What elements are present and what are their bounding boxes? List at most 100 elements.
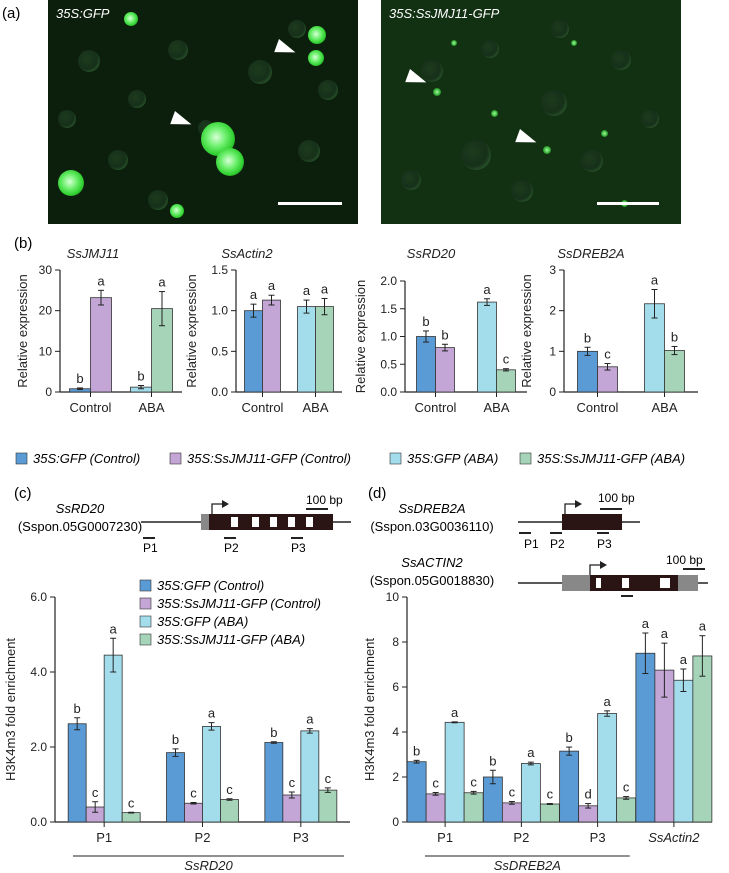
- significance-letter: b: [422, 314, 429, 329]
- tss-arrow-icon: [211, 503, 224, 514]
- x-tick-label: ABA: [483, 400, 509, 415]
- significance-letter: a: [250, 287, 258, 302]
- y-tick-label: 10: [39, 344, 53, 358]
- significance-letter: a: [208, 706, 216, 721]
- primer-label: P3: [597, 537, 612, 551]
- legend-swatch: [139, 615, 152, 628]
- legend-swatch: [389, 452, 402, 465]
- chart-ssrd20: 0.0 0.5 1.0 1.5 2.0 Relative expression SsRD20…: [353, 246, 527, 415]
- intron-box: [231, 517, 238, 527]
- scale-label: 100 bp: [666, 553, 703, 567]
- cell: [551, 20, 569, 38]
- legend-swatch: [15, 452, 28, 465]
- bar: [67, 723, 87, 823]
- tss-arrowhead-icon: [600, 561, 607, 569]
- y-tick-label: 1.0: [211, 304, 228, 318]
- scale-bar: [278, 202, 342, 205]
- significance-letter: b: [489, 753, 496, 768]
- significance-letter: a: [483, 282, 491, 297]
- legend-label: 35S:GFP (Control): [157, 578, 264, 593]
- chart-chip-ssrd20: 0.0 2.0 4.0 6.0 H3K4m3 fold enrichment P1 b c a c…: [3, 590, 350, 873]
- cell: [298, 140, 320, 162]
- y-tick-label: 0.5: [380, 357, 397, 371]
- significance-letter: a: [699, 619, 707, 634]
- cell: [481, 40, 499, 58]
- significance-letter: a: [268, 278, 276, 293]
- y-tick-label: 6.0: [30, 590, 47, 604]
- significance-letter: a: [110, 621, 118, 636]
- significance-letter: c: [604, 347, 611, 362]
- legend-b: 35S:GFP (Control) 35S:SsJMJ11-GFP (Contr…: [15, 451, 685, 466]
- significance-letter: b: [413, 743, 420, 758]
- x-tick-label: P3: [293, 830, 309, 845]
- x-tick-label: P1: [437, 830, 453, 845]
- gene-name: SsRD20: [56, 501, 105, 516]
- intron-box: [288, 517, 295, 527]
- bar: [664, 350, 685, 393]
- significance-letter: d: [585, 787, 592, 802]
- x-tick-label: Control: [70, 400, 112, 415]
- bar: [416, 336, 436, 393]
- gfp-cell: [170, 204, 184, 218]
- micrograph-label: 35S:SsJMJ11-GFP: [389, 6, 500, 21]
- x-tick-label: P3: [590, 830, 606, 845]
- primer-label: P1: [524, 537, 539, 551]
- significance-letter: a: [527, 745, 535, 760]
- significance-letter: c: [128, 795, 135, 810]
- significance-letter: a: [306, 712, 314, 727]
- cell: [541, 90, 567, 116]
- gene-locus: (Sspon.03G0036110): [370, 519, 493, 534]
- legend-label: 35S:GFP (ABA): [407, 451, 498, 466]
- y-tick-label: 0.0: [30, 815, 47, 829]
- cell: [108, 150, 128, 170]
- y-tick-label: 0.5: [211, 344, 228, 358]
- y-tick-label: 10: [386, 590, 400, 604]
- bar: [444, 721, 465, 823]
- bar: [635, 652, 656, 823]
- legend-label: 35S:GFP (Control): [33, 451, 140, 466]
- chart-ssjmj11: 0 10 20 30 Relative expression SsJMJ11 Control…: [15, 246, 182, 415]
- bar: [463, 792, 484, 823]
- intron-box: [596, 578, 601, 588]
- x-tick-label: ABA: [302, 400, 328, 415]
- primer-label: P2: [550, 537, 565, 551]
- bar: [244, 310, 263, 393]
- x-tick-label: P2: [513, 830, 529, 845]
- significance-letter: c: [190, 786, 197, 801]
- tss-arrowhead-icon: [222, 500, 229, 508]
- cell: [248, 60, 272, 84]
- bar: [202, 725, 221, 823]
- bar: [577, 350, 598, 393]
- y-tick-label: 2: [392, 770, 399, 784]
- significance-letter: b: [74, 701, 81, 716]
- exon-block: [590, 575, 678, 591]
- gene-name: SsDREB2A: [398, 501, 465, 516]
- gene-locus: (Sspon.05G0018830): [370, 573, 494, 588]
- scale-bar: [597, 202, 659, 205]
- x-tick-label: Control: [242, 400, 284, 415]
- primer-label: P1: [143, 541, 158, 555]
- intron-box: [306, 517, 313, 527]
- chart-title: SsActin2: [221, 246, 273, 261]
- y-tick-label: 6: [392, 680, 399, 694]
- chart-ssactin2: 0.0 0.5 1.0 1.5 Relative expression SsActin2 C…: [184, 246, 342, 415]
- y-tick-label: 4: [392, 725, 399, 739]
- gfp-cell: [124, 12, 138, 26]
- cell: [318, 80, 338, 100]
- significance-letter: b: [441, 327, 448, 342]
- tss-arrowhead-icon: [575, 500, 582, 508]
- significance-letter: c: [509, 785, 516, 800]
- bar: [406, 761, 427, 823]
- y-axis-label: H3K4m3 fold enrichment: [3, 638, 18, 781]
- cell: [421, 60, 443, 82]
- y-axis-label: Relative expression: [15, 274, 30, 387]
- x-tick-label: P2: [195, 830, 211, 845]
- legend-swatch: [139, 597, 152, 610]
- y-tick-label: 0: [45, 385, 52, 399]
- gfp-dot: [433, 88, 441, 96]
- intron-box: [270, 517, 277, 527]
- micrograph-label: 35S:GFP: [56, 6, 110, 21]
- micrograph-gfp: 35S:GFP: [48, 0, 358, 224]
